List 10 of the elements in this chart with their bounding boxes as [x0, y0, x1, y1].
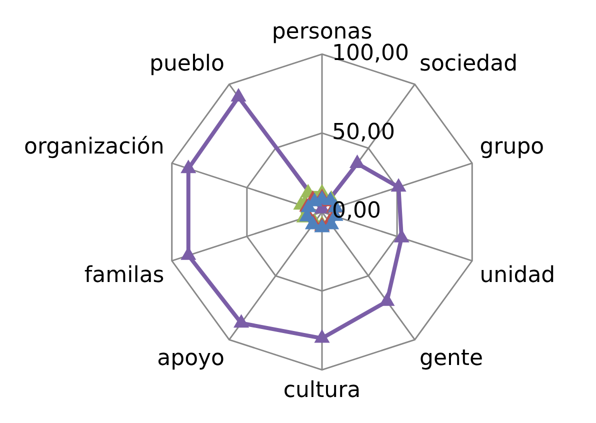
spoke-label: grupo: [480, 134, 544, 160]
spoke-label: cultura: [283, 378, 361, 403]
spoke-label: unidad: [480, 263, 556, 288]
spoke-label: pueblo: [150, 51, 225, 76]
spoke-label: sociedad: [419, 51, 518, 76]
spoke-label: organización: [24, 134, 164, 160]
spoke-label: familas: [84, 263, 164, 288]
spoke-label: apoyo: [157, 346, 225, 372]
y-tick-label: 50,00: [332, 120, 395, 145]
spoke-label: gente: [419, 346, 484, 372]
